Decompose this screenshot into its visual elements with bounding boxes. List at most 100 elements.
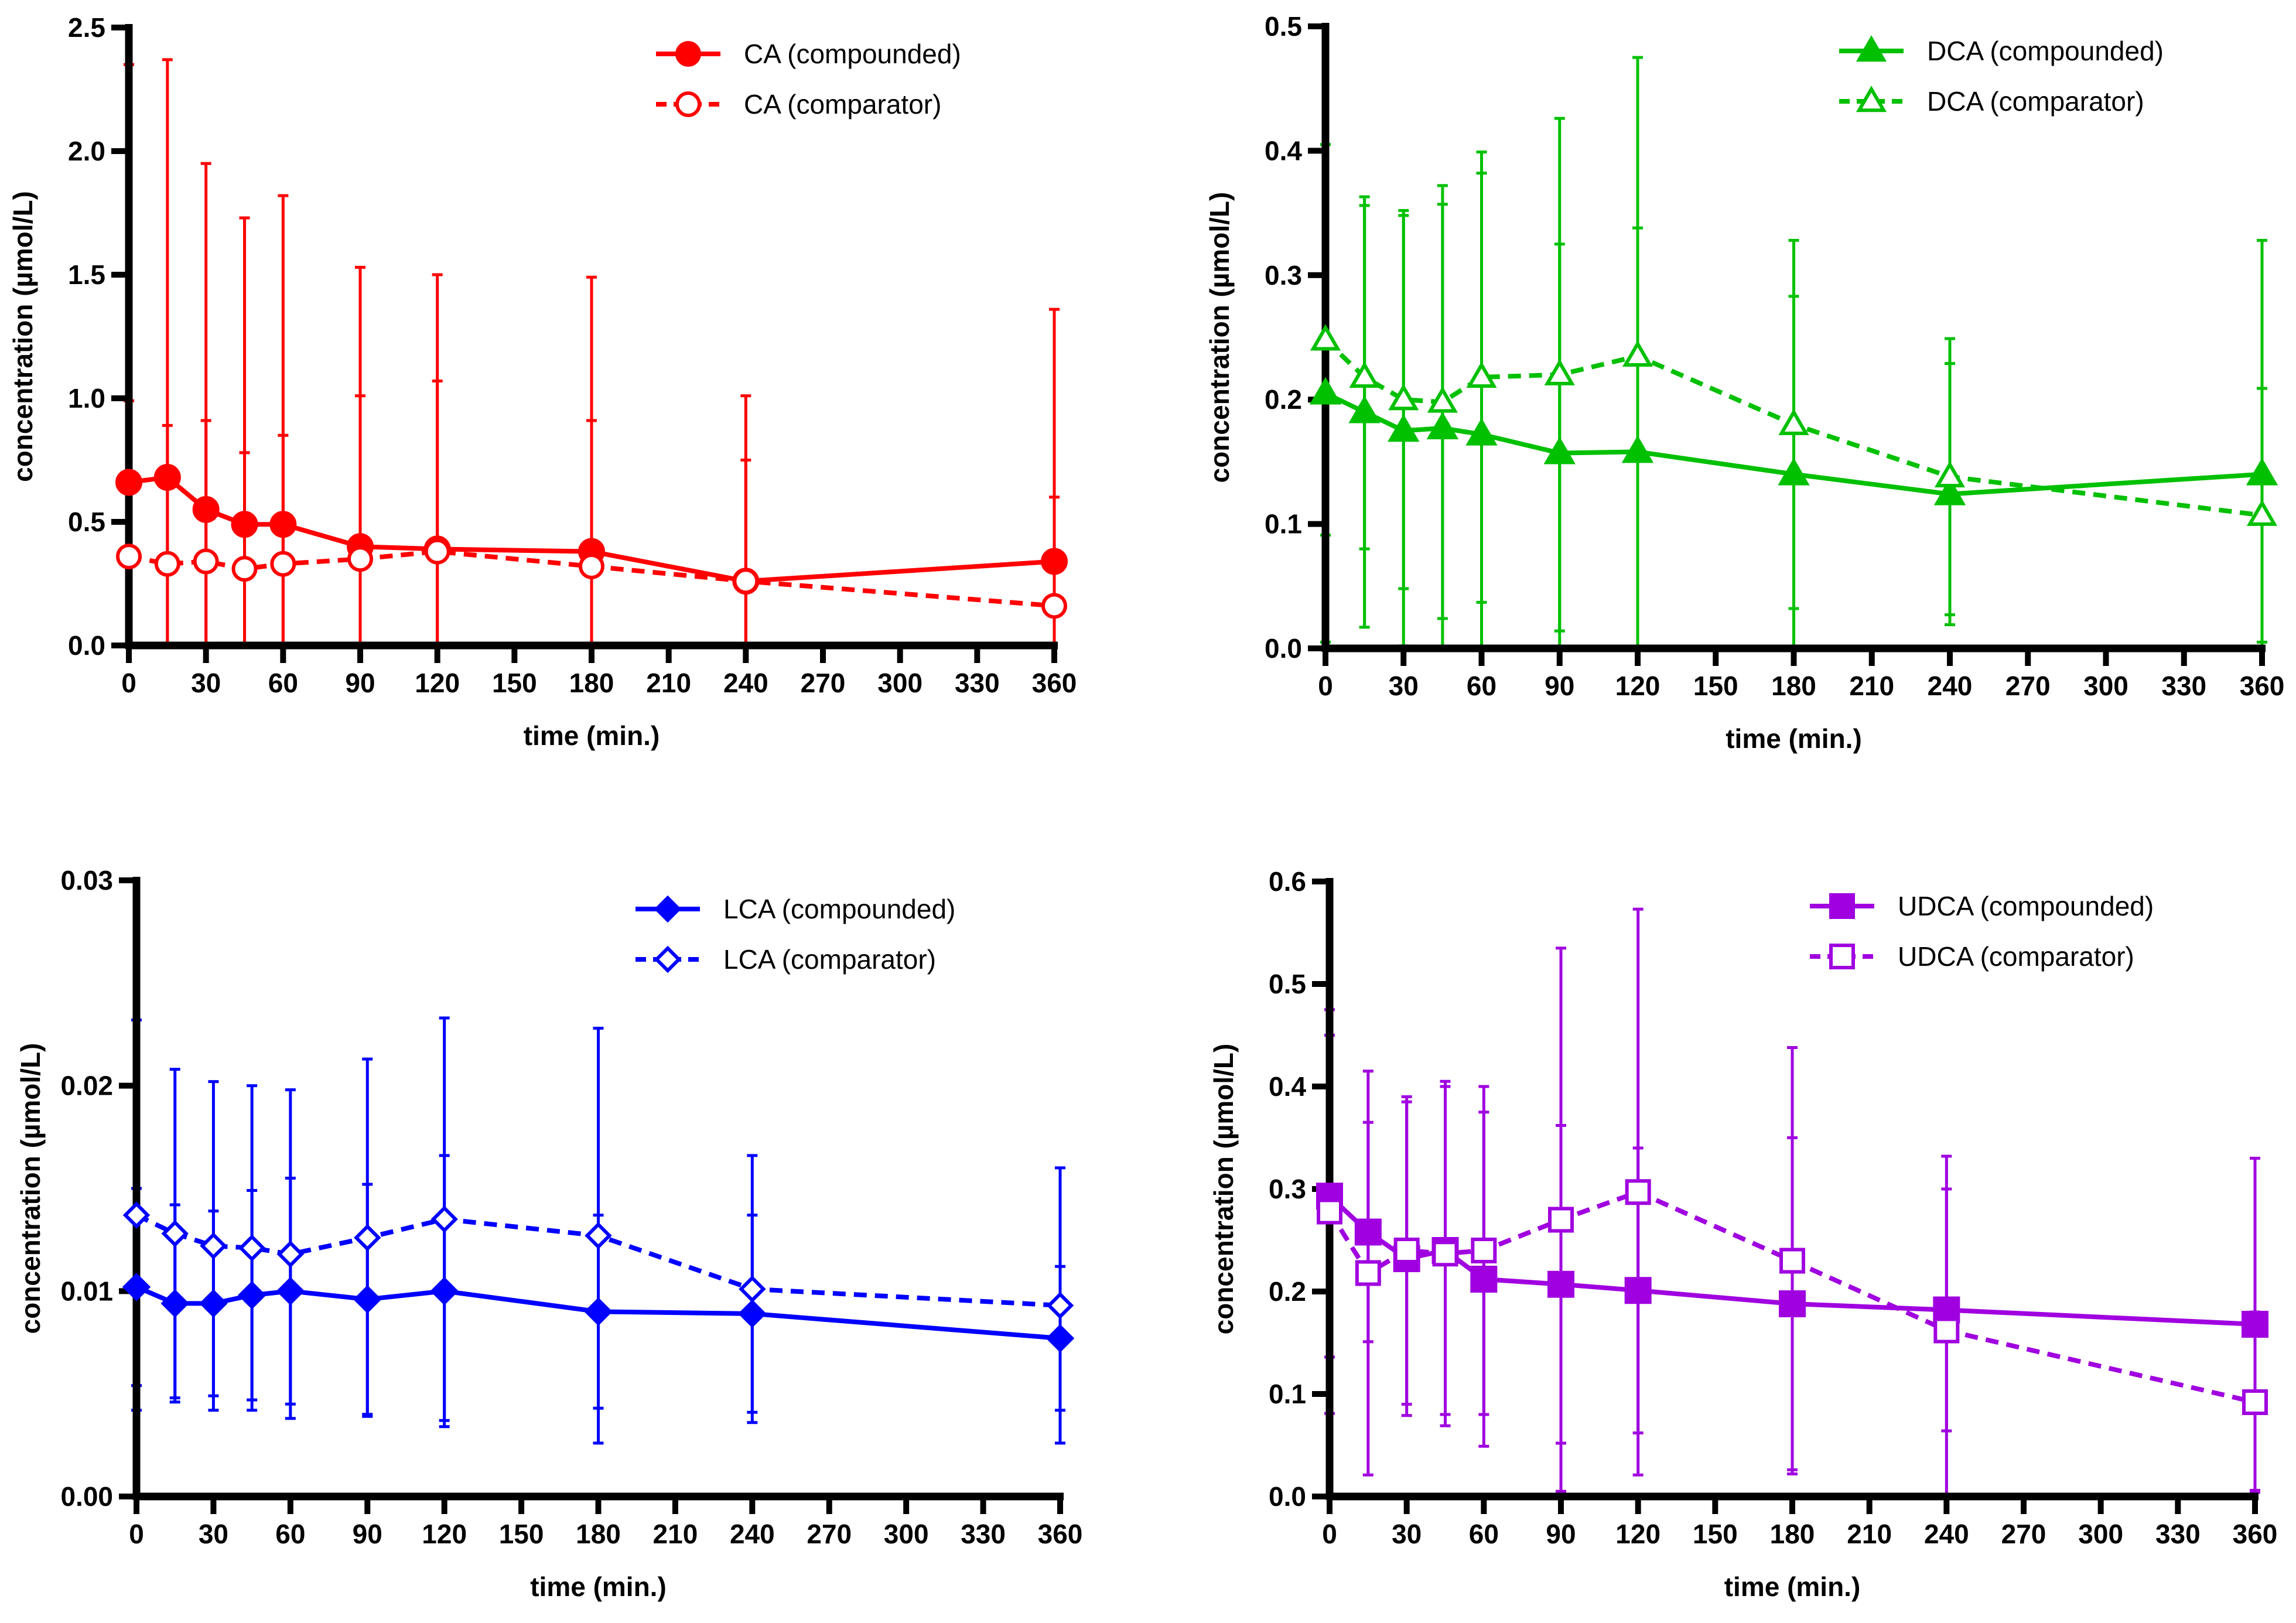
x-tick-label: 180	[1770, 1519, 1815, 1549]
x-tick-label: 120	[1615, 671, 1660, 701]
data-point	[269, 511, 297, 538]
data-point	[1388, 384, 1419, 411]
y-tick-label: 0.03	[60, 865, 113, 896]
data-point	[1354, 1218, 1382, 1246]
x-tick-label: 120	[1615, 1519, 1660, 1549]
y-tick-label: 0.1	[1265, 509, 1302, 539]
data-point	[1933, 477, 1966, 505]
data-point	[160, 1289, 189, 1318]
x-tick-label: 90	[345, 668, 375, 698]
legend-entry: LCA (compounded)	[723, 894, 955, 924]
series-line-compounded	[135, 1284, 1061, 1341]
data-point	[585, 1222, 612, 1249]
x-tick-label: 300	[2078, 1519, 2123, 1549]
x-tick-label: 0	[1318, 671, 1333, 701]
series-line-comparator	[1324, 338, 2263, 518]
data-point	[1624, 1277, 1652, 1304]
data-point	[200, 1232, 227, 1260]
series-line-compounded	[1328, 1194, 2256, 1327]
data-point	[424, 538, 450, 565]
x-tick-label: 330	[955, 668, 1000, 698]
series-line-comparator	[128, 549, 1055, 609]
data-point	[1548, 1207, 1574, 1233]
data-point	[276, 1240, 305, 1268]
data-point	[1046, 1291, 1074, 1320]
legend-entry: UDCA (compounded)	[1898, 891, 2154, 921]
x-tick-label: 60	[268, 668, 298, 698]
legend-entry: DCA (comparator)	[1927, 86, 2144, 117]
x-tick-label: 180	[569, 668, 614, 698]
data-point	[1543, 436, 1576, 464]
x-tick-label: 240	[1924, 1519, 1969, 1549]
data-point	[1432, 1241, 1458, 1267]
data-point	[1544, 358, 1575, 385]
x-tick-label: 210	[1847, 1519, 1892, 1549]
x-tick-label: 210	[1849, 671, 1894, 701]
y-tick-label: 0.3	[1265, 260, 1302, 291]
data-point	[1041, 593, 1067, 619]
data-point	[1779, 1248, 1805, 1274]
y-tick-label: 1.0	[68, 383, 105, 414]
y-tick-label: 0.3	[1269, 1174, 1306, 1204]
x-tick-label: 180	[1771, 671, 1816, 701]
data-point	[739, 1275, 766, 1303]
legend-entry: CA (comparator)	[744, 89, 941, 119]
x-tick-label: 270	[801, 668, 846, 698]
series-line-compounded	[128, 474, 1055, 584]
x-tick-label: 240	[723, 668, 768, 698]
y-tick-label: 2.5	[68, 12, 105, 43]
legend-marker	[1829, 893, 1855, 919]
chart-panel-1: 0 30 60 90 120 150 180 210 240 270 300 330 360 0.0 0.5…	[8, 12, 1077, 751]
data-point	[1348, 395, 1381, 423]
x-axis-label: time (min.)	[1724, 1571, 1861, 1602]
y-axis-label: concentration (µmol/L)	[1208, 1044, 1239, 1335]
x-tick-label: 240	[1928, 671, 1973, 701]
y-tick-label: 0.01	[60, 1276, 113, 1306]
x-tick-label: 300	[877, 668, 922, 698]
data-point	[192, 496, 220, 523]
x-axis-label: time (min.)	[530, 1571, 667, 1602]
data-point	[1778, 408, 1809, 435]
data-point	[1393, 1238, 1420, 1263]
x-tick-label: 360	[2233, 1519, 2278, 1549]
x-tick-label: 330	[2161, 671, 2206, 701]
y-axis-label: concentration (µmol/L)	[8, 191, 38, 482]
data-point	[276, 1277, 305, 1306]
x-tick-label: 150	[499, 1519, 544, 1549]
data-point	[154, 551, 180, 577]
data-point	[238, 1234, 266, 1262]
x-tick-label: 30	[199, 1519, 228, 1549]
y-tick-label: 0.5	[1265, 11, 1302, 42]
x-tick-label: 360	[1032, 668, 1077, 698]
x-tick-label: 360	[2240, 671, 2285, 701]
x-tick-label: 360	[1038, 1519, 1083, 1549]
y-tick-label: 0.0	[68, 630, 105, 661]
y-tick-label: 0.00	[60, 1481, 113, 1512]
data-point	[354, 1224, 381, 1252]
data-point	[122, 1273, 151, 1301]
legend-entry: LCA (comparator)	[723, 944, 936, 975]
data-point	[430, 1277, 459, 1306]
data-point	[115, 469, 142, 496]
data-point	[116, 544, 142, 570]
x-tick-label: 150	[492, 668, 537, 698]
legend-marker	[1856, 86, 1887, 112]
x-tick-label: 330	[2155, 1519, 2201, 1549]
x-tick-label: 30	[1389, 671, 1419, 701]
data-point	[1778, 457, 1810, 486]
y-tick-label: 0.2	[1265, 384, 1302, 415]
y-axis-label: concentration (µmol/L)	[1204, 192, 1235, 483]
data-point	[237, 1281, 266, 1310]
y-tick-label: 0.6	[1269, 866, 1306, 897]
data-point	[579, 553, 604, 579]
legend-marker	[1829, 944, 1855, 969]
data-point	[430, 1205, 458, 1233]
data-point	[1355, 1260, 1381, 1286]
series-line-comparator	[1327, 1189, 2256, 1405]
data-point	[231, 511, 258, 538]
data-point	[1349, 361, 1380, 388]
x-tick-label: 90	[1546, 1519, 1576, 1549]
data-point	[199, 1289, 228, 1318]
data-point	[1466, 361, 1497, 388]
